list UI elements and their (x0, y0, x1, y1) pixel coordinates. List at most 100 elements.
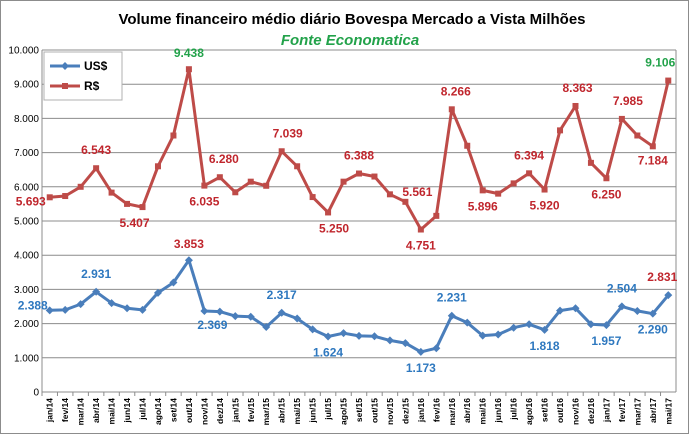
data-label-usd: 2.831 (647, 270, 677, 284)
x-tick-label: abr/14 (91, 398, 101, 423)
point-usd (215, 307, 224, 316)
point-usd (45, 306, 54, 315)
point-brl (386, 191, 393, 198)
point-usd (432, 344, 441, 353)
data-label-brl: 6.250 (591, 187, 621, 201)
point-brl (541, 186, 548, 193)
point-usd (401, 339, 410, 348)
x-tick-label: mai/14 (107, 398, 117, 425)
data-label-usd: 1.957 (591, 334, 621, 348)
point-usd (339, 329, 348, 338)
x-tick-label: nov/16 (570, 398, 580, 425)
point-usd (447, 311, 456, 320)
point-brl (634, 132, 641, 139)
data-label-usd: 2.231 (437, 291, 467, 305)
data-label-brl: 6.388 (344, 149, 374, 163)
x-tick-label: dez/15 (400, 398, 410, 424)
point-usd (138, 305, 147, 314)
data-label-brl: 9.106 (645, 56, 675, 70)
y-tick-label: 3.000 (14, 285, 39, 296)
point-brl (232, 189, 239, 196)
x-tick-label: jul/16 (509, 398, 519, 421)
x-tick-label: fev/14 (60, 398, 70, 422)
data-label-brl: 5.250 (319, 221, 349, 235)
point-usd (509, 323, 518, 332)
y-tick-label: 10.000 (8, 46, 39, 57)
point-usd (293, 314, 302, 323)
data-labels: 2.388 2.931 3.853 2.369 2.317 1.624 1.173 2.231… (16, 46, 678, 375)
data-label-usd: 1.818 (530, 339, 560, 353)
point-usd (633, 306, 642, 315)
point-brl (371, 173, 378, 180)
point-usd (416, 347, 425, 356)
point-brl (557, 127, 564, 134)
point-brl (649, 143, 656, 150)
point-brl (448, 106, 455, 113)
point-brl (325, 209, 332, 216)
data-label-brl: 6.035 (189, 195, 219, 209)
x-tick-label: set/14 (168, 398, 178, 422)
x-tick-label: fev/16 (431, 398, 441, 422)
data-label-brl: 7.985 (613, 94, 643, 108)
point-usd (355, 331, 363, 340)
point-brl (417, 226, 424, 233)
data-label-usd: 3.853 (174, 237, 204, 251)
data-label-brl: 7.039 (273, 126, 303, 140)
x-tick-label: set/16 (540, 398, 550, 422)
point-usd (107, 299, 116, 308)
data-label-usd: 1.624 (313, 345, 343, 359)
x-tick-label: jan/17 (601, 398, 611, 423)
point-usd (648, 309, 657, 318)
x-tick-label: jan/14 (45, 398, 55, 423)
point-brl (433, 212, 440, 219)
point-usd (123, 304, 132, 313)
x-tick-label: mai/17 (663, 398, 673, 425)
point-usd (525, 320, 534, 329)
x-tick-label: out/14 (184, 398, 194, 423)
x-tick-label: jan/15 (230, 398, 240, 423)
point-usd (540, 325, 549, 334)
data-label-brl: 6.280 (209, 152, 239, 166)
x-tick-label: mar/16 (447, 398, 457, 426)
y-tick-label: 7.000 (14, 148, 39, 159)
point-brl (263, 182, 270, 189)
point-usd (664, 291, 673, 300)
data-label-brl: 6.543 (81, 143, 111, 157)
x-tick-label: nov/15 (385, 398, 395, 425)
x-tick-label: ago/15 (339, 398, 349, 425)
point-brl (572, 102, 579, 109)
point-usd (602, 321, 611, 330)
point-brl (216, 174, 223, 181)
legend-marker (61, 62, 69, 70)
point-brl (665, 77, 672, 84)
point-usd (385, 336, 394, 345)
point-brl (108, 189, 115, 196)
point-brl (603, 175, 610, 182)
point-usd (92, 287, 101, 296)
x-tick-label: abr/15 (277, 398, 287, 423)
y-tick-label: 4.000 (14, 251, 39, 262)
series-group (45, 66, 673, 356)
data-label-brl: 5.920 (530, 199, 560, 213)
point-brl (587, 159, 594, 166)
point-brl (62, 193, 69, 200)
x-tick-label: fev/17 (617, 398, 627, 422)
data-label-usd: 2.388 (18, 298, 48, 312)
x-tick-label: jul/14 (138, 398, 148, 421)
point-usd (76, 300, 85, 309)
point-brl (185, 66, 192, 73)
point-brl (77, 183, 84, 190)
point-usd (370, 332, 379, 341)
point-brl (170, 132, 177, 139)
point-brl (618, 115, 625, 122)
y-tick-label: 9.000 (14, 80, 39, 91)
point-brl (464, 142, 471, 149)
x-tick-label: abr/17 (648, 398, 658, 423)
point-brl (139, 204, 146, 211)
x-tick-label: mai/15 (292, 398, 302, 425)
data-label-usd: 2.290 (638, 323, 668, 337)
y-tick-label: 2.000 (14, 319, 39, 330)
x-tick-label: out/15 (369, 398, 379, 423)
x-tick-label: out/16 (555, 398, 565, 423)
